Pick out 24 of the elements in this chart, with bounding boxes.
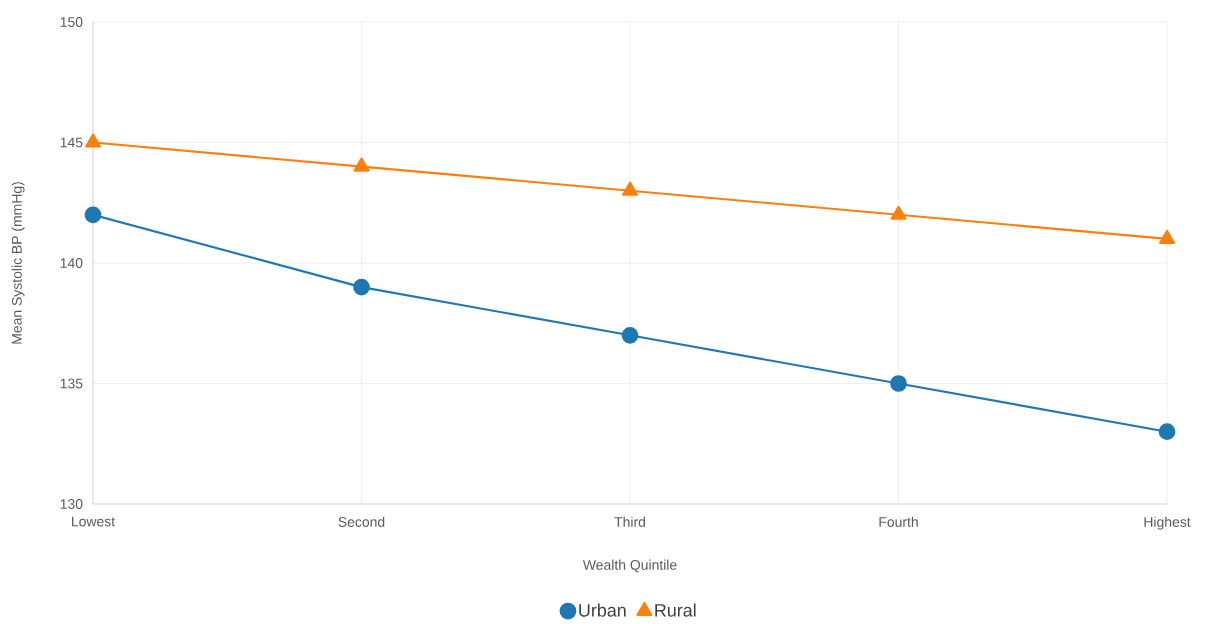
x-axis-title: Wealth Quintile bbox=[582, 559, 677, 573]
point bbox=[353, 278, 370, 296]
y-tick-label: 145 bbox=[60, 137, 83, 148]
point bbox=[890, 375, 907, 392]
point bbox=[84, 206, 102, 224]
legend-label: Urban bbox=[579, 603, 626, 617]
point bbox=[622, 181, 638, 196]
point bbox=[621, 326, 639, 344]
point bbox=[890, 205, 907, 220]
y-tick-label: 135 bbox=[60, 378, 83, 389]
x-tick-label: Highest bbox=[1144, 516, 1191, 530]
x-tick-label: Third bbox=[614, 516, 645, 527]
y-axis-title: Mean Systolic BP (mmHg) bbox=[11, 182, 25, 344]
y-tick-label: 130 bbox=[60, 499, 83, 509]
y-tick-label: 150 bbox=[60, 17, 83, 27]
point bbox=[353, 157, 370, 172]
x-tick-label: Second bbox=[338, 516, 385, 527]
point bbox=[1158, 423, 1176, 441]
legend-label: Rural bbox=[655, 603, 696, 617]
y-tick-label: 140 bbox=[60, 258, 83, 268]
point bbox=[1159, 229, 1175, 244]
x-tick-label: Fourth bbox=[879, 516, 918, 527]
x-tick-label: Lowest bbox=[72, 516, 115, 527]
point bbox=[85, 133, 101, 148]
